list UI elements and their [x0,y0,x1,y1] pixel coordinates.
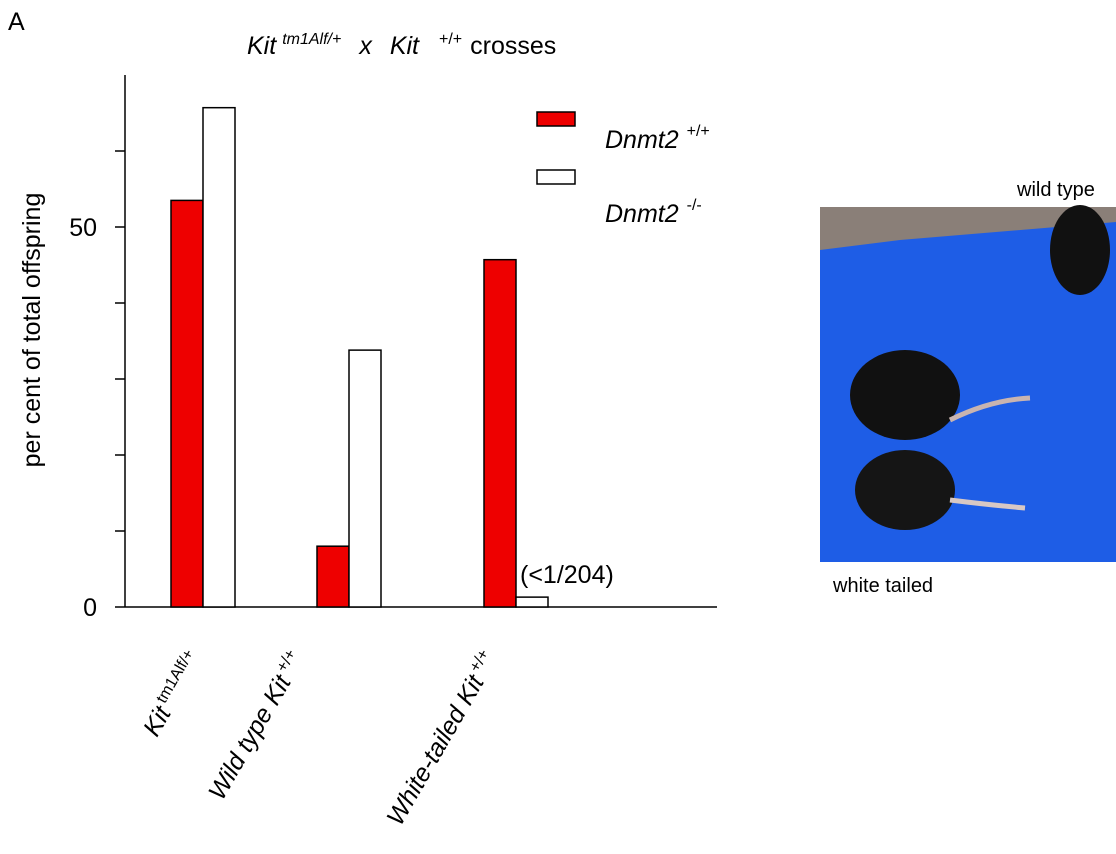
legend-swatch [537,112,575,126]
photo-label: wild type [1016,179,1095,201]
legend-sup: -/- [687,197,702,214]
legend-name: Dnmt2 [605,126,679,154]
mouse [1050,205,1110,295]
x-tick-label: Wild type Kit+/+ [202,647,310,805]
x-tick-label-name: Wild type Kit [203,670,297,805]
title-part: crosses [470,32,556,60]
y-tick-label: 0 [83,594,97,622]
mouse [855,450,955,530]
x-tick-label-name: White-tailed Kit [381,670,490,831]
bar [349,350,381,607]
legend-name: Dnmt2 [605,200,679,228]
x-tick-label: White-tailed Kit+/+ [380,647,503,831]
panel-label: A [8,8,25,36]
title-part: tm1Alf/+ [282,31,341,48]
page: {"panel_label": "A", "chart_data": {"typ… [0,0,1116,854]
title-part: Kit [390,32,420,60]
chart-title: Kit tm1Alf/+ x Kit +/+ crosses [247,31,556,60]
x-tick-label: Kittm1Alf/+ [137,647,208,741]
legend-swatch [537,170,575,184]
annotation: (<1/204) [520,561,614,589]
x-tick-label-sup: tm1Alf/+ [154,647,198,707]
mouse [850,350,960,440]
x-tick-label-sup: +/+ [467,647,493,676]
title-part: +/+ [439,31,462,48]
legend-sup: +/+ [687,123,710,140]
bar [171,200,203,607]
bar [484,260,516,607]
bar [516,597,548,607]
photo: wild type white tailed [820,179,1116,597]
photo-label: white tailed [832,575,933,597]
y-tick-label: 50 [69,214,97,242]
bar [317,546,349,607]
figure: A per cent of total offspring Kittm1Alf/… [0,0,1116,854]
y-axis-label: per cent of total offspring [18,193,46,468]
bar [203,108,235,607]
x-tick-label-sup: +/+ [274,647,300,676]
x-tick-label-name: Kit [138,701,177,741]
title-part: x [358,32,373,60]
legend-label: Dnmt2 -/- [605,197,702,228]
legend-label: Dnmt2 +/+ [605,123,710,154]
title-part: Kit [247,32,277,60]
